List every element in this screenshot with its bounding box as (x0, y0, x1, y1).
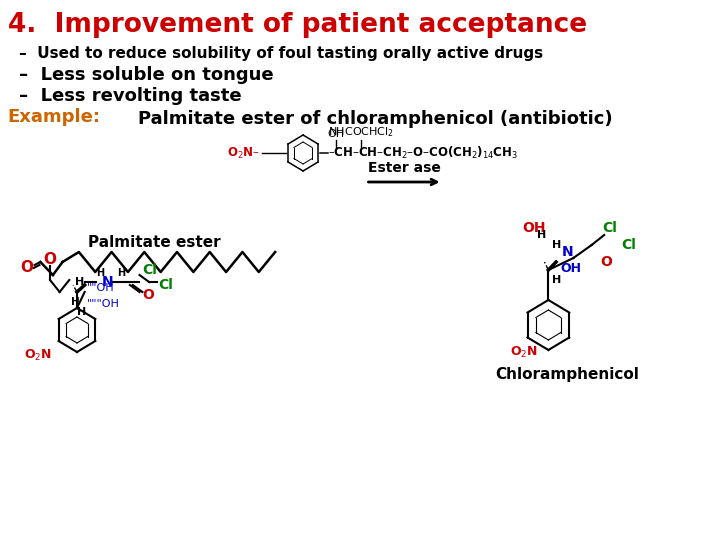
Text: –  Less revolting taste: – Less revolting taste (19, 87, 242, 105)
Text: O: O (143, 288, 154, 302)
Text: Cl: Cl (158, 278, 174, 292)
Text: N: N (102, 275, 114, 289)
Text: O: O (600, 255, 612, 269)
Text: 4.  Improvement of patient acceptance: 4. Improvement of patient acceptance (8, 12, 587, 38)
Text: O: O (20, 260, 33, 275)
Text: H: H (77, 307, 86, 317)
Text: OH: OH (561, 261, 582, 274)
Text: –CH–CH–CH$_2$–O–CO(CH$_2$)$_{14}$CH$_3$: –CH–CH–CH$_2$–O–CO(CH$_2$)$_{14}$CH$_3$ (328, 145, 518, 161)
Text: Example:: Example: (8, 108, 101, 126)
Text: OH: OH (327, 129, 344, 139)
Text: Cl: Cl (621, 238, 636, 252)
Text: Ester ase: Ester ase (368, 161, 441, 175)
Text: N: N (562, 245, 573, 259)
Text: """OH: """OH (86, 299, 120, 309)
Text: Chloramphenicol: Chloramphenicol (495, 367, 639, 382)
Text: Cl: Cl (143, 263, 157, 277)
Text: Palmitate ester of chloramphenicol (antibiotic): Palmitate ester of chloramphenicol (anti… (138, 110, 613, 128)
Text: H: H (117, 268, 125, 278)
Text: O: O (43, 253, 57, 267)
Text: H: H (552, 240, 562, 250)
Text: Palmitate ester: Palmitate ester (88, 235, 220, 250)
Text: H: H (537, 230, 546, 240)
Text: O$_2$N: O$_2$N (24, 347, 52, 362)
Text: OH: OH (523, 221, 546, 235)
Text: H: H (552, 275, 562, 285)
Text: H: H (75, 277, 84, 287)
Text: H: H (71, 297, 79, 307)
Text: H: H (96, 268, 104, 278)
Text: –  Less soluble on tongue: – Less soluble on tongue (19, 66, 274, 84)
Text: Cl: Cl (602, 221, 617, 235)
Text: O$_2$N: O$_2$N (510, 345, 538, 360)
Text: NHCOCHCl$_2$: NHCOCHCl$_2$ (328, 125, 394, 139)
Text: O$_2$N–: O$_2$N– (227, 145, 260, 160)
Text: –  Used to reduce solubility of foul tasting orally active drugs: – Used to reduce solubility of foul tast… (19, 46, 544, 61)
Text: ""OH: ""OH (86, 283, 114, 293)
